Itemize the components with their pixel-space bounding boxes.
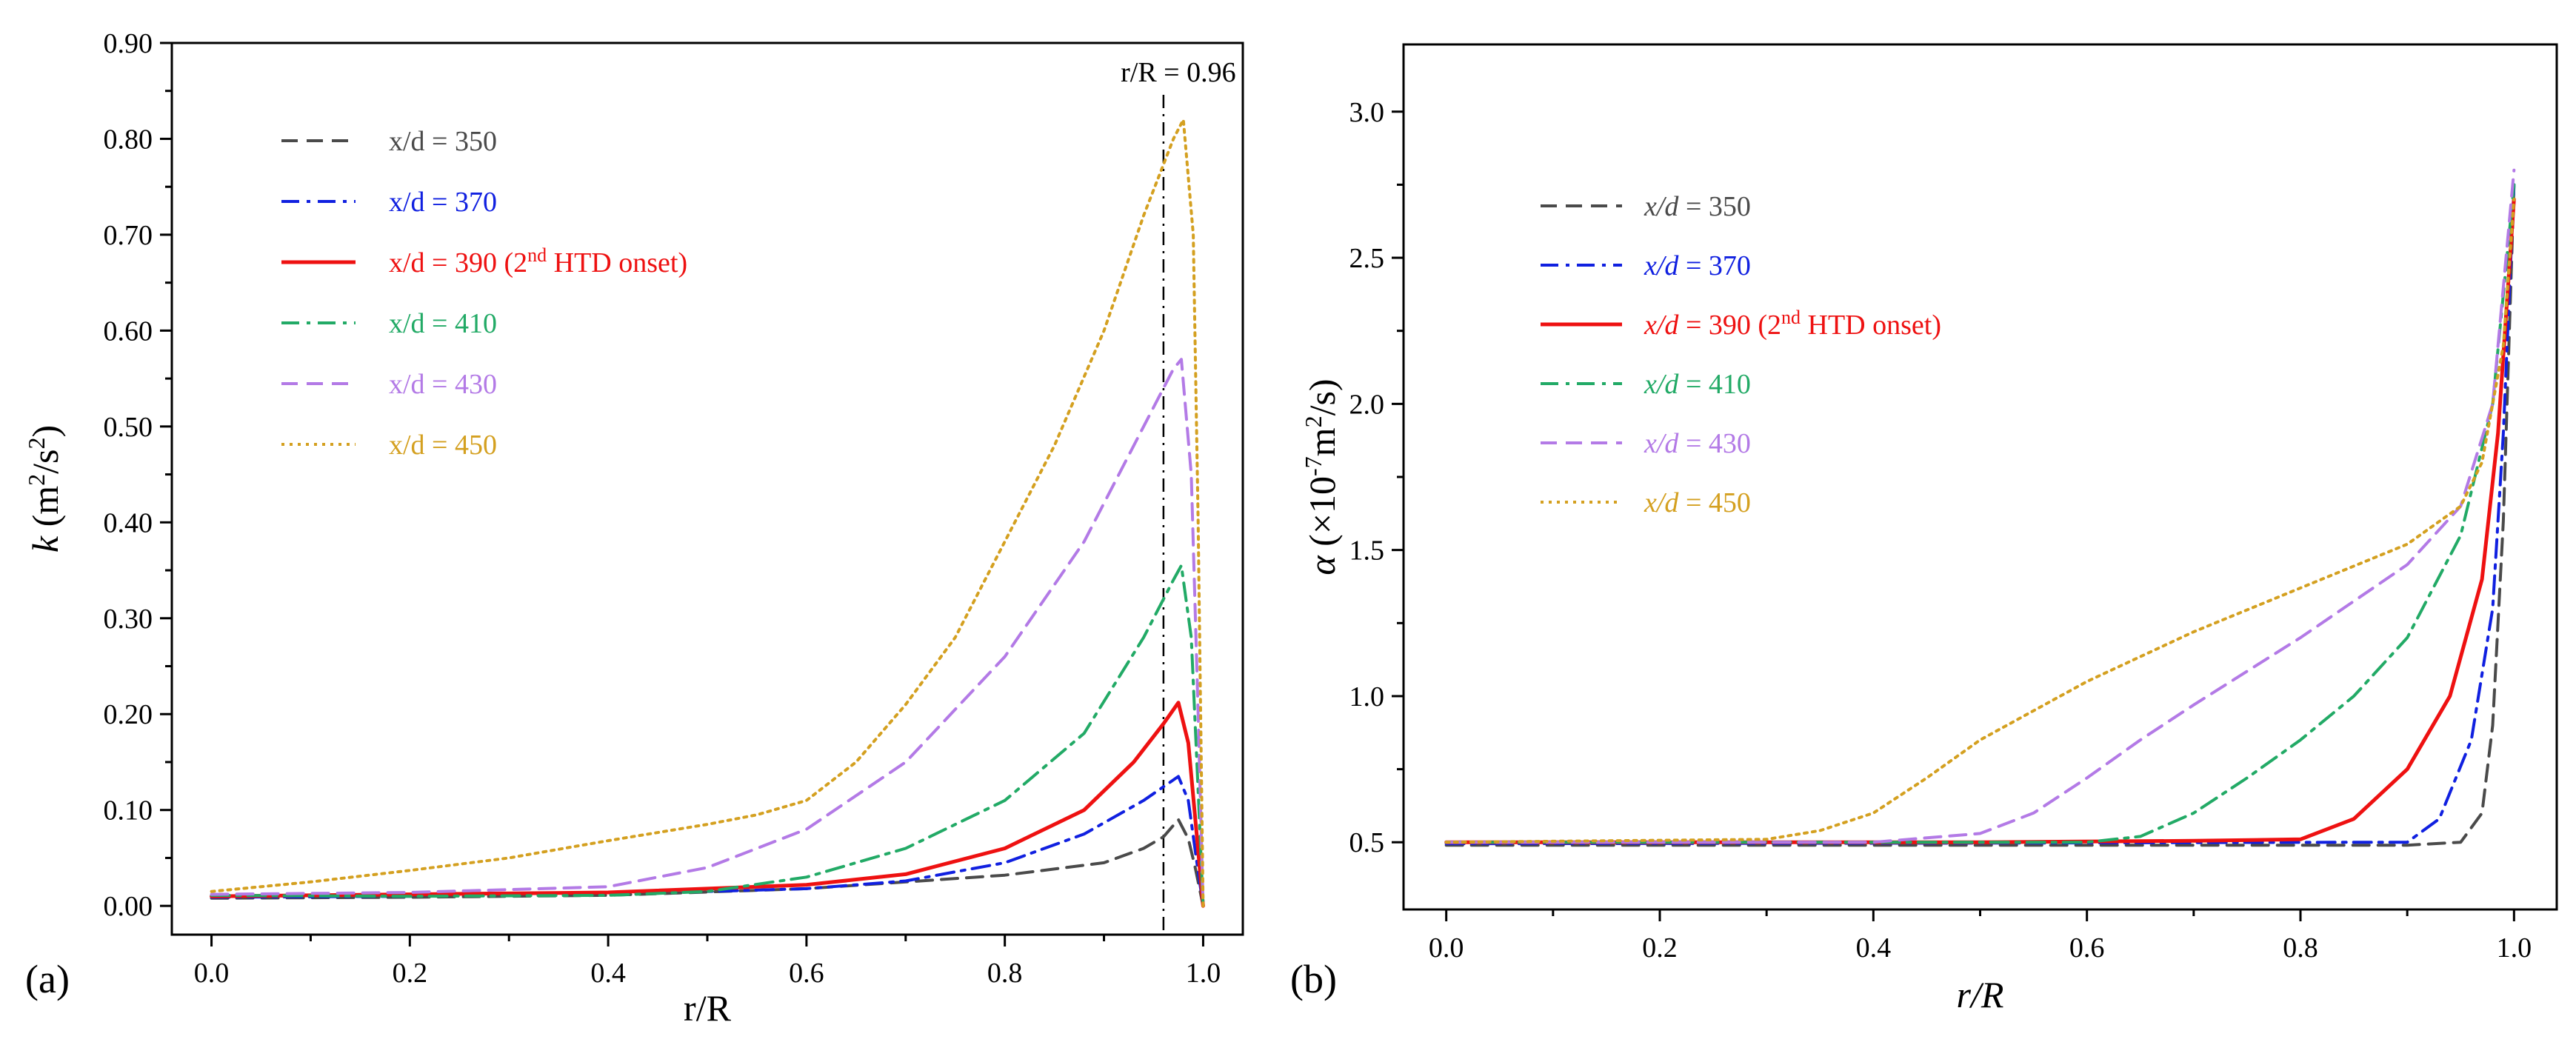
y-label-superscript: 2 — [23, 438, 50, 450]
legend-text-part: = 390 (2 — [1678, 310, 1781, 341]
y-label-unit-part: /s) — [1301, 378, 1343, 415]
y-label-superscript: 2 — [1300, 415, 1327, 427]
panel-b-x-tick-label: 0.8 — [2283, 932, 2318, 964]
legend-text-part: HTD onset) — [547, 247, 687, 278]
y-label-superscript: -7 — [1300, 456, 1327, 476]
panel-b-legend-label-4: x/d = 430 — [1644, 428, 1751, 459]
panel-a-legend-label-4: x/d = 430 — [389, 369, 497, 400]
y-label-symbol: k — [24, 535, 66, 552]
legend-italic-part: x/d — [1644, 310, 1679, 341]
panel-b-y-tick-label: 1.0 — [1349, 681, 1385, 712]
panel-a-x-tick-label: 0.0 — [194, 958, 230, 989]
panel-b-x-tick-label: 0.6 — [2069, 932, 2105, 964]
legend-superscript: nd — [527, 244, 547, 266]
panel-a-y-axis-label: k (m2/s2) — [23, 425, 66, 552]
panel-a-series-line-2 — [210, 701, 1205, 908]
panel-a-x-axis-label: r/R — [684, 987, 732, 1029]
panel-a-y-tick-label: 0.90 — [104, 28, 153, 59]
panel-a-legend-label-2: x/d = 390 (2nd HTD onset) — [389, 244, 687, 279]
panel-b-chart: 0.0 0.2 0.4 0.6 0.8 1.0 0.5 1.0 1.5 2.0 2.5 3.0 r/R α… — [1290, 43, 2558, 1015]
panel-a-y-tick-label: 0.70 — [104, 220, 153, 251]
y-label-unit-part: ) — [24, 425, 66, 438]
panel-a-x-tick-label: 0.8 — [987, 958, 1023, 989]
legend-italic-part: x/d — [1644, 191, 1679, 222]
panel-a-y-tick-label: 0.60 — [104, 315, 153, 347]
panel-a-x-tick-label: 0.6 — [789, 958, 824, 989]
panel-b-y-tick-label: 2.0 — [1349, 389, 1385, 420]
panel-b-x-axis-label: r/R — [1957, 974, 2004, 1015]
panel-a-y-tick-label: 0.20 — [104, 699, 153, 730]
panel-a-y-tick-label: 0.40 — [104, 507, 153, 538]
panel-b-y-axis-label: α (×10-7m2/s) — [1300, 378, 1343, 575]
panel-b-legend-label-1: x/d = 370 — [1644, 250, 1751, 281]
panel-b-y-tick-label: 0.5 — [1349, 827, 1385, 858]
panel-b-legend-label-3: x/d = 410 — [1644, 369, 1751, 400]
panel-a-y-tick-label: 0.10 — [104, 795, 153, 827]
panel-b-plot-frame — [1402, 43, 2558, 911]
panel-a-y-tick-label: 0.00 — [104, 891, 153, 922]
panel-a-y-tick-label: 0.50 — [104, 412, 153, 443]
panel-a-chart: 0.0 0.2 0.4 0.6 0.8 1.0 0.00 0.10 0.20 0.30 0.40 0.… — [23, 28, 1244, 1029]
y-label-unit-part: m — [1301, 427, 1343, 456]
panel-a-series-line-4 — [210, 358, 1205, 908]
panel-b-legend-label-2: x/d = 390 (2nd HTD onset) — [1644, 307, 1941, 341]
panel-a-series-line-3 — [210, 564, 1205, 908]
panel-a-annotation-label: r/R = 0.96 — [1121, 57, 1236, 88]
panel-b-series-line-5 — [1444, 198, 2516, 844]
panel-b-y-tick-label: 3.0 — [1349, 97, 1385, 128]
legend-text-part: x/d = 390 (2 — [389, 247, 527, 278]
legend-italic-part: x/d — [1644, 487, 1679, 518]
panel-b-series-line-0 — [1444, 183, 2516, 847]
panel-b-legend-label-5: x/d = 450 — [1644, 487, 1751, 518]
panel-b-series-line-1 — [1444, 183, 2516, 846]
panel-a-label: (a) — [25, 957, 70, 1001]
panel-a-y-tick-label: 0.30 — [104, 604, 153, 635]
panel-a-x-tick-label: 1.0 — [1186, 958, 1221, 989]
y-label-superscript: 2 — [23, 474, 50, 486]
panel-b-x-tick-label: 0.0 — [1429, 932, 1464, 964]
legend-italic-part: x/d — [1644, 428, 1679, 459]
panel-b-y-tick-label: 1.5 — [1349, 535, 1385, 567]
panel-b-label: (b) — [1290, 957, 1337, 1001]
legend-text-part: x/d = 370 — [389, 187, 497, 218]
legend-text-part: = 410 — [1678, 369, 1750, 400]
panel-a-series-line-0 — [210, 818, 1205, 908]
legend-text-part: HTD onset) — [1801, 310, 1941, 341]
panel-a-x-tick-label: 0.4 — [590, 958, 626, 989]
panel-a-series-line-1 — [210, 775, 1205, 908]
y-label-unit-part: /s — [24, 450, 66, 474]
panel-a-legend-label-1: x/d = 370 — [389, 187, 497, 218]
legend-text-part: = 350 — [1678, 191, 1750, 222]
panel-b-y-tick-label: 2.5 — [1349, 243, 1385, 274]
panel-a-legend-label-3: x/d = 410 — [389, 308, 497, 339]
panel-b-series-line-4 — [1444, 168, 2516, 844]
panel-a-x-tick-label: 0.2 — [393, 958, 428, 989]
legend-superscript: nd — [1781, 307, 1801, 328]
panel-b-series-line-2 — [1444, 197, 2516, 844]
y-label-unit-part: (m — [24, 486, 66, 536]
legend-italic-part: x/d — [1644, 250, 1679, 281]
panel-a-series-line-5 — [210, 118, 1205, 908]
panel-b-series-line-3 — [1444, 183, 2516, 844]
legend-text-part: = 370 — [1678, 250, 1750, 281]
legend-text-part: x/d = 350 — [389, 126, 497, 157]
panel-a-legend-label-5: x/d = 450 — [389, 430, 497, 461]
y-label-symbol: α — [1301, 555, 1343, 575]
legend-text-part: x/d = 450 — [389, 430, 497, 461]
y-label-unit-part: (×10 — [1301, 476, 1343, 555]
panel-b-x-tick-label: 1.0 — [2497, 932, 2532, 964]
legend-text-part: = 430 — [1678, 428, 1750, 459]
panel-b-x-tick-label: 0.4 — [1856, 932, 1892, 964]
panel-a-plot-frame — [170, 41, 1244, 936]
panel-a-legend-label-0: x/d = 350 — [389, 126, 497, 157]
panel-b-x-tick-label: 0.2 — [1642, 932, 1678, 964]
legend-text-part: = 450 — [1678, 487, 1750, 518]
panel-a-y-tick-label: 0.80 — [104, 124, 153, 155]
legend-text-part: x/d = 430 — [389, 369, 497, 400]
legend-italic-part: x/d — [1644, 369, 1679, 400]
panel-b-legend-label-0: x/d = 350 — [1644, 191, 1751, 222]
legend-text-part: x/d = 410 — [389, 308, 497, 339]
